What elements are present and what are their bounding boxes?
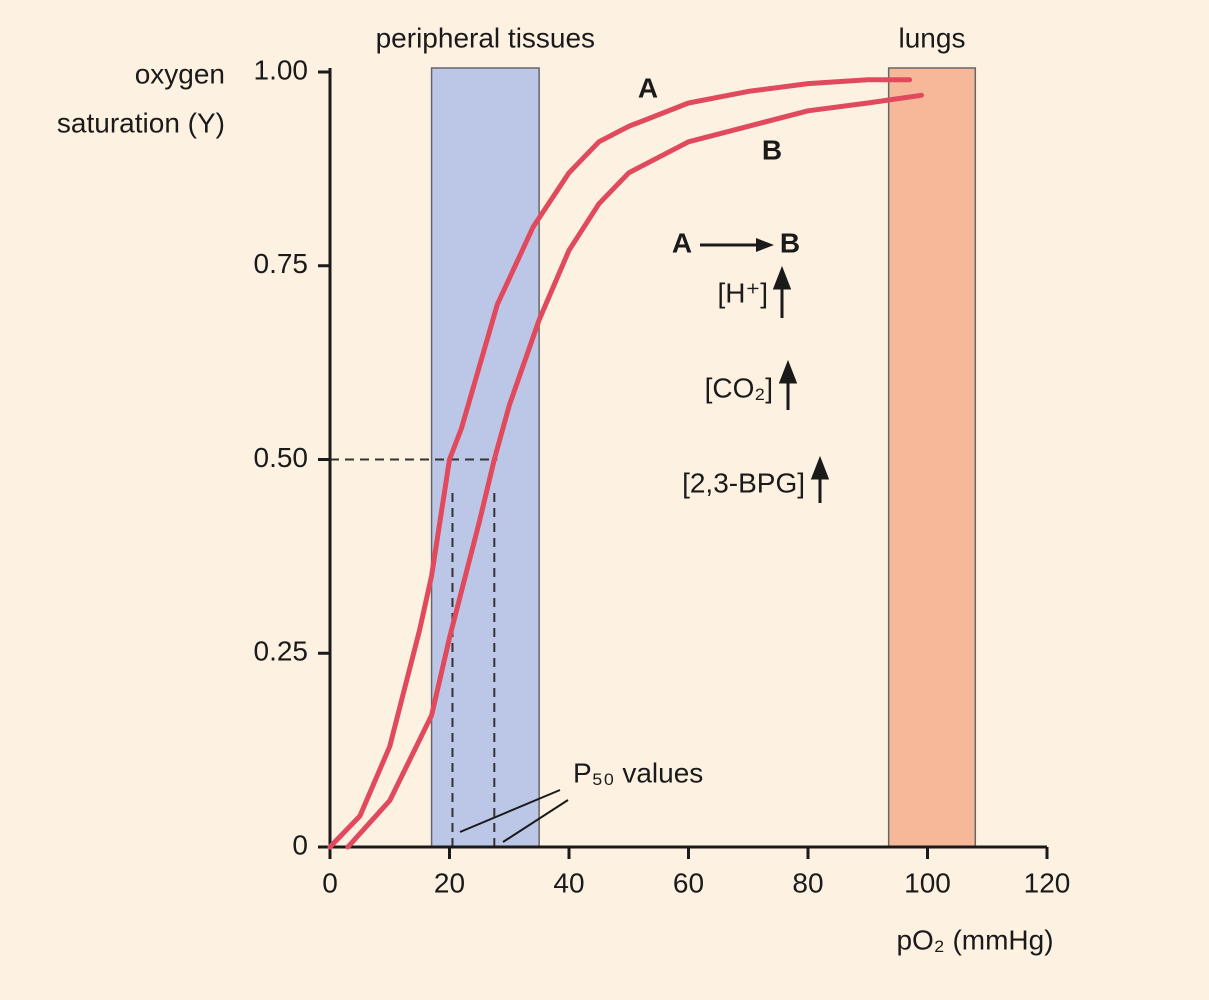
- x-tick-label: 40: [553, 867, 584, 898]
- up-arrow-head: [772, 265, 792, 290]
- x-tick-label: 60: [673, 867, 704, 898]
- transition-to: B: [780, 227, 800, 258]
- transition-arrow-head: [756, 238, 774, 252]
- x-tick-label: 20: [434, 867, 465, 898]
- p50-label: P₅₀ values: [573, 757, 703, 788]
- p50-pointers: [459, 789, 569, 843]
- region-label: lungs: [899, 22, 966, 53]
- y-axis-label: oxygen: [135, 58, 225, 89]
- up-arrow-head: [810, 455, 830, 480]
- y-tick-label: 0.50: [254, 442, 309, 473]
- y-axis-label: saturation (Y): [57, 107, 225, 138]
- x-tick-label: 120: [1024, 867, 1071, 898]
- y-tick-label: 0: [292, 829, 308, 860]
- x-tick-label: 0: [322, 867, 338, 898]
- x-tick-label: 80: [792, 867, 823, 898]
- curve-label: B: [762, 134, 782, 165]
- region-label: peripheral tissues: [376, 22, 595, 53]
- curve: [345, 92, 924, 850]
- curve-label: A: [638, 72, 658, 103]
- effector: [CO₂]: [705, 372, 773, 403]
- p50-pointer: [502, 799, 569, 843]
- x-tick-label: 100: [904, 867, 951, 898]
- up-arrow-head: [778, 359, 798, 384]
- y-tick-label: 1.00: [254, 54, 309, 85]
- p50-pointer: [459, 789, 561, 833]
- transition-from: A: [672, 227, 692, 258]
- y-tick-label: 0.75: [254, 248, 309, 279]
- y-tick-label: 0.25: [254, 636, 309, 667]
- effector: [H⁺]: [717, 277, 768, 308]
- x-axis-label: pO₂ (mmHg): [896, 924, 1053, 955]
- up-arrows: [772, 265, 830, 503]
- effector: [2,3-BPG]: [682, 467, 805, 498]
- curve: [327, 77, 913, 850]
- region: [887, 67, 977, 848]
